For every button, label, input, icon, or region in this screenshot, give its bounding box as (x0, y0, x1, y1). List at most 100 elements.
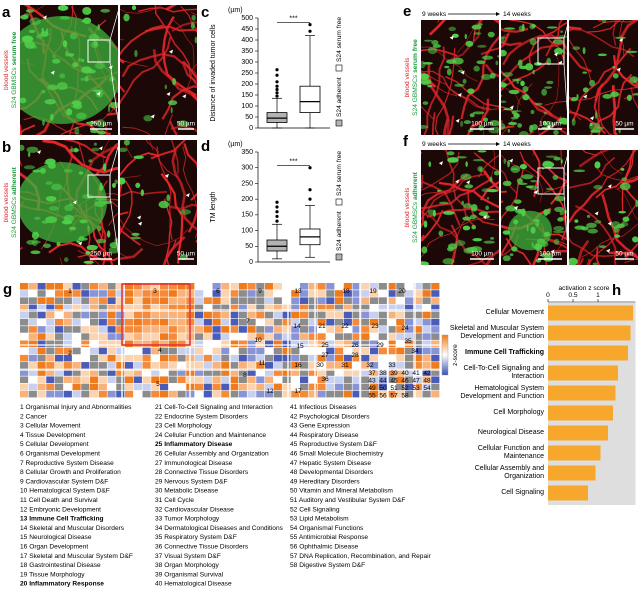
tumor-cell (432, 44, 442, 48)
heatmap-cell (230, 304, 239, 312)
heatmap-cell (46, 333, 55, 340)
tumor-cell (179, 209, 192, 215)
item-number: 55 (290, 534, 298, 541)
heatmap-cell (265, 318, 274, 326)
item-name: Connective Tissue Disorders (164, 543, 249, 550)
legend-item: 43 Gene Expression (290, 422, 350, 429)
heatmap-cell (422, 390, 431, 398)
tumor-cell (97, 24, 100, 31)
tumor-cell (421, 124, 429, 129)
category-label: Neurological Disease (478, 429, 544, 436)
heatmap-cell (142, 383, 151, 391)
heatmap-cell (90, 283, 99, 290)
heatmap-cell (396, 376, 405, 384)
item-name: Connective Tissue Disorders (164, 469, 249, 476)
item-number: 31 (155, 497, 163, 504)
region-number: 23 (371, 323, 379, 330)
heatmap-cell (291, 283, 300, 290)
legend-item: 57 DNA Replication, Recombination, and R… (290, 553, 432, 560)
heatmap-cell (151, 383, 160, 391)
item-name: Hereditary Disorders (299, 478, 360, 485)
heatmap-cell (387, 376, 396, 384)
heatmap-cell (370, 340, 379, 348)
tumor-cell (524, 63, 534, 71)
legend-item: 23 Cell Morphology (155, 422, 213, 429)
heatmap-cell (107, 318, 116, 326)
region-number: 13 (294, 288, 302, 295)
heatmap-cell (238, 376, 247, 384)
tumor-cell (28, 29, 36, 33)
item-name: Cellular Development (26, 441, 89, 448)
scale-label: 50 µm (177, 251, 195, 258)
arrowhead (619, 38, 624, 43)
heatmap-cell (230, 347, 239, 355)
tumor-cell (85, 121, 97, 125)
tumor-cell (589, 122, 593, 127)
legend-item: 13 Immune Cell Trafficking (20, 515, 104, 522)
arrowhead (438, 161, 443, 166)
heatmap-cell (116, 318, 125, 326)
tumor-cell (571, 118, 576, 126)
heatmap-cell (343, 290, 352, 297)
heatmap-cell (203, 340, 212, 348)
legend-item: 31 Cell Cycle (155, 497, 194, 504)
heatmap-cell (221, 318, 230, 326)
heatmap-cell (282, 290, 291, 297)
heatmap-cell (370, 347, 379, 355)
arrowhead (169, 49, 174, 54)
tumor-cell (612, 65, 616, 69)
heatmap-cell (352, 333, 361, 340)
tumor-cell (84, 75, 89, 82)
vessel (182, 146, 197, 239)
heatmap-cell (335, 297, 344, 304)
tumor-cell (29, 17, 41, 26)
heatmap-cell (238, 304, 247, 312)
vessel (160, 173, 184, 264)
item-name: Cell Death and Survival (29, 497, 98, 504)
tumor-cell (471, 225, 476, 230)
item-number: 12 (20, 506, 28, 513)
tumor-cell (99, 184, 104, 191)
tumor-cell (525, 185, 534, 189)
heatmap-cell (335, 311, 344, 319)
heatmap-cell (81, 340, 90, 348)
stain-vessels: blood vessels (3, 49, 10, 90)
heatmap-cell (247, 390, 256, 398)
heatmap-cell (203, 326, 212, 333)
vessel (120, 175, 141, 179)
heatmap-cell (90, 304, 99, 312)
vessel (190, 192, 197, 201)
tumor-cell (483, 240, 495, 244)
tumor-cell (41, 27, 44, 34)
heatmap-cell (125, 340, 134, 348)
heatmap-cell (256, 311, 265, 319)
heatmap-cell (361, 318, 370, 326)
heatmap-cell (160, 347, 169, 355)
vessel (120, 58, 148, 67)
heatmap-cell (352, 362, 361, 369)
heatmap-cell (107, 347, 116, 355)
heatmap-cell (352, 376, 361, 384)
heatmap-cell (168, 383, 177, 391)
item-number: 44 (290, 432, 298, 439)
vessel (120, 247, 144, 261)
heatmap-cell (133, 354, 142, 362)
vessel (164, 239, 177, 265)
bar (548, 385, 616, 401)
tumor-cell (542, 234, 550, 237)
region-number: 26 (351, 342, 359, 349)
arrowhead (546, 124, 551, 129)
tumor-cell (45, 158, 56, 165)
heatmap-cell (37, 354, 46, 362)
heatmap-cell (230, 311, 239, 319)
category-label: Hematological System Development and Fun… (460, 385, 544, 400)
heatmap-cell (151, 369, 160, 376)
tumor-cell (32, 169, 42, 173)
heatmap-cell (352, 326, 361, 333)
vessel (62, 140, 107, 159)
tumor-cell (45, 195, 57, 202)
tumor-cell (96, 119, 106, 128)
heatmap-cell (317, 390, 326, 398)
tumor-cell (158, 200, 170, 209)
legend-item: 55 Antimicrobial Response (290, 534, 368, 541)
